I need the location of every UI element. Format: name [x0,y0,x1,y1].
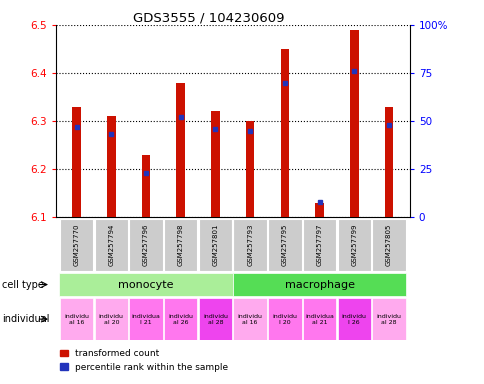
Bar [280,49,288,217]
Legend: transformed count, percentile rank within the sample: transformed count, percentile rank withi… [60,349,227,372]
Bar [107,116,115,217]
FancyBboxPatch shape [59,273,232,296]
Bar [245,121,254,217]
FancyBboxPatch shape [372,298,405,340]
Text: individua
l 21: individua l 21 [131,314,160,324]
FancyBboxPatch shape [337,298,370,340]
Text: GSM257801: GSM257801 [212,223,218,266]
Text: individua
al 21: individua al 21 [304,314,333,324]
Text: individu
al 16: individu al 16 [237,314,262,324]
Bar [211,111,219,217]
Text: GSM257799: GSM257799 [350,223,357,266]
FancyBboxPatch shape [233,298,266,340]
FancyBboxPatch shape [302,298,335,340]
Text: macrophage: macrophage [284,280,354,290]
Text: individual: individual [2,314,50,324]
Text: GSM257805: GSM257805 [385,223,391,266]
Bar [141,154,150,217]
FancyBboxPatch shape [94,298,128,340]
FancyBboxPatch shape [164,219,197,271]
Text: individu
al 28: individu al 28 [202,314,227,324]
Text: GSM257794: GSM257794 [108,223,114,266]
FancyBboxPatch shape [268,298,301,340]
Text: GSM257798: GSM257798 [177,223,183,266]
FancyBboxPatch shape [60,298,93,340]
FancyBboxPatch shape [198,298,232,340]
Text: GDS3555 / 104230609: GDS3555 / 104230609 [133,12,284,25]
FancyBboxPatch shape [268,219,301,271]
Text: GSM257793: GSM257793 [247,223,253,266]
Text: individu
l 20: individu l 20 [272,314,297,324]
Text: cell type: cell type [2,280,44,290]
Text: GSM257797: GSM257797 [316,223,322,266]
Bar [349,30,358,217]
Text: GSM257796: GSM257796 [143,223,149,266]
Text: individu
l 26: individu l 26 [341,314,366,324]
Text: individu
al 28: individu al 28 [376,314,401,324]
Text: individu
al 20: individu al 20 [99,314,123,324]
FancyBboxPatch shape [372,219,405,271]
FancyBboxPatch shape [198,219,232,271]
FancyBboxPatch shape [129,219,162,271]
FancyBboxPatch shape [129,298,162,340]
Bar [72,106,81,217]
FancyBboxPatch shape [60,219,93,271]
FancyBboxPatch shape [233,219,266,271]
Text: monocyte: monocyte [118,280,173,290]
FancyBboxPatch shape [232,273,406,296]
Bar [315,202,323,217]
FancyBboxPatch shape [337,219,370,271]
Bar [384,106,393,217]
Text: individu
al 26: individu al 26 [168,314,193,324]
FancyBboxPatch shape [302,219,335,271]
Text: GSM257795: GSM257795 [281,223,287,266]
Text: individu
al 16: individu al 16 [64,314,89,324]
FancyBboxPatch shape [164,298,197,340]
FancyBboxPatch shape [94,219,128,271]
Bar [176,83,185,217]
Text: GSM257770: GSM257770 [74,223,79,266]
